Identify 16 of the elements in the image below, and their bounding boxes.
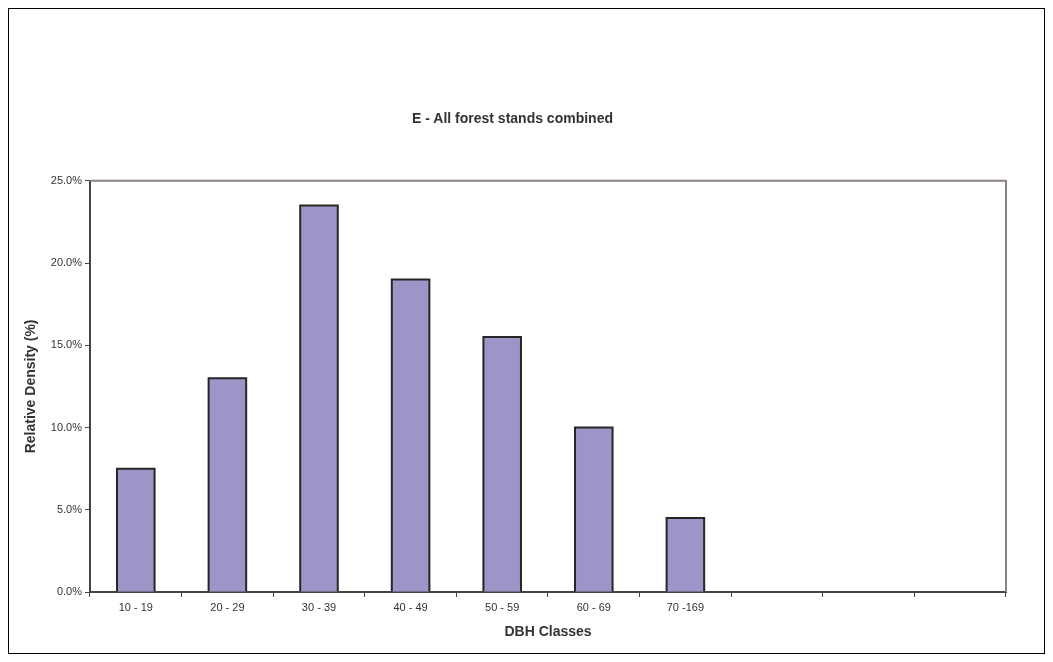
y-tick-label: 20.0% [50, 256, 83, 269]
x-tick-label: 10 - 19 [118, 600, 153, 613]
x-tick-label: 20 - 29 [210, 600, 245, 613]
x-tick-label: 50 - 59 [485, 600, 520, 613]
x-tick-label: 30 - 39 [301, 600, 337, 613]
y-axis-title: Relative Density (%) [22, 319, 39, 454]
x-axis-title: DBH Classes [504, 623, 592, 640]
y-tick-label: 0.0% [56, 585, 83, 598]
y-tick-label: 15.0% [50, 338, 83, 351]
x-tick-label: 70 -169 [666, 600, 705, 613]
chart-title: E - All forest stands combined [412, 110, 613, 127]
x-tick-label: 40 - 49 [393, 600, 428, 613]
y-tick-label: 5.0% [56, 502, 83, 515]
y-tick-label: 25.0% [50, 173, 83, 186]
y-tick-label: 10.0% [50, 420, 83, 433]
x-tick-label: 60 - 69 [576, 600, 611, 613]
